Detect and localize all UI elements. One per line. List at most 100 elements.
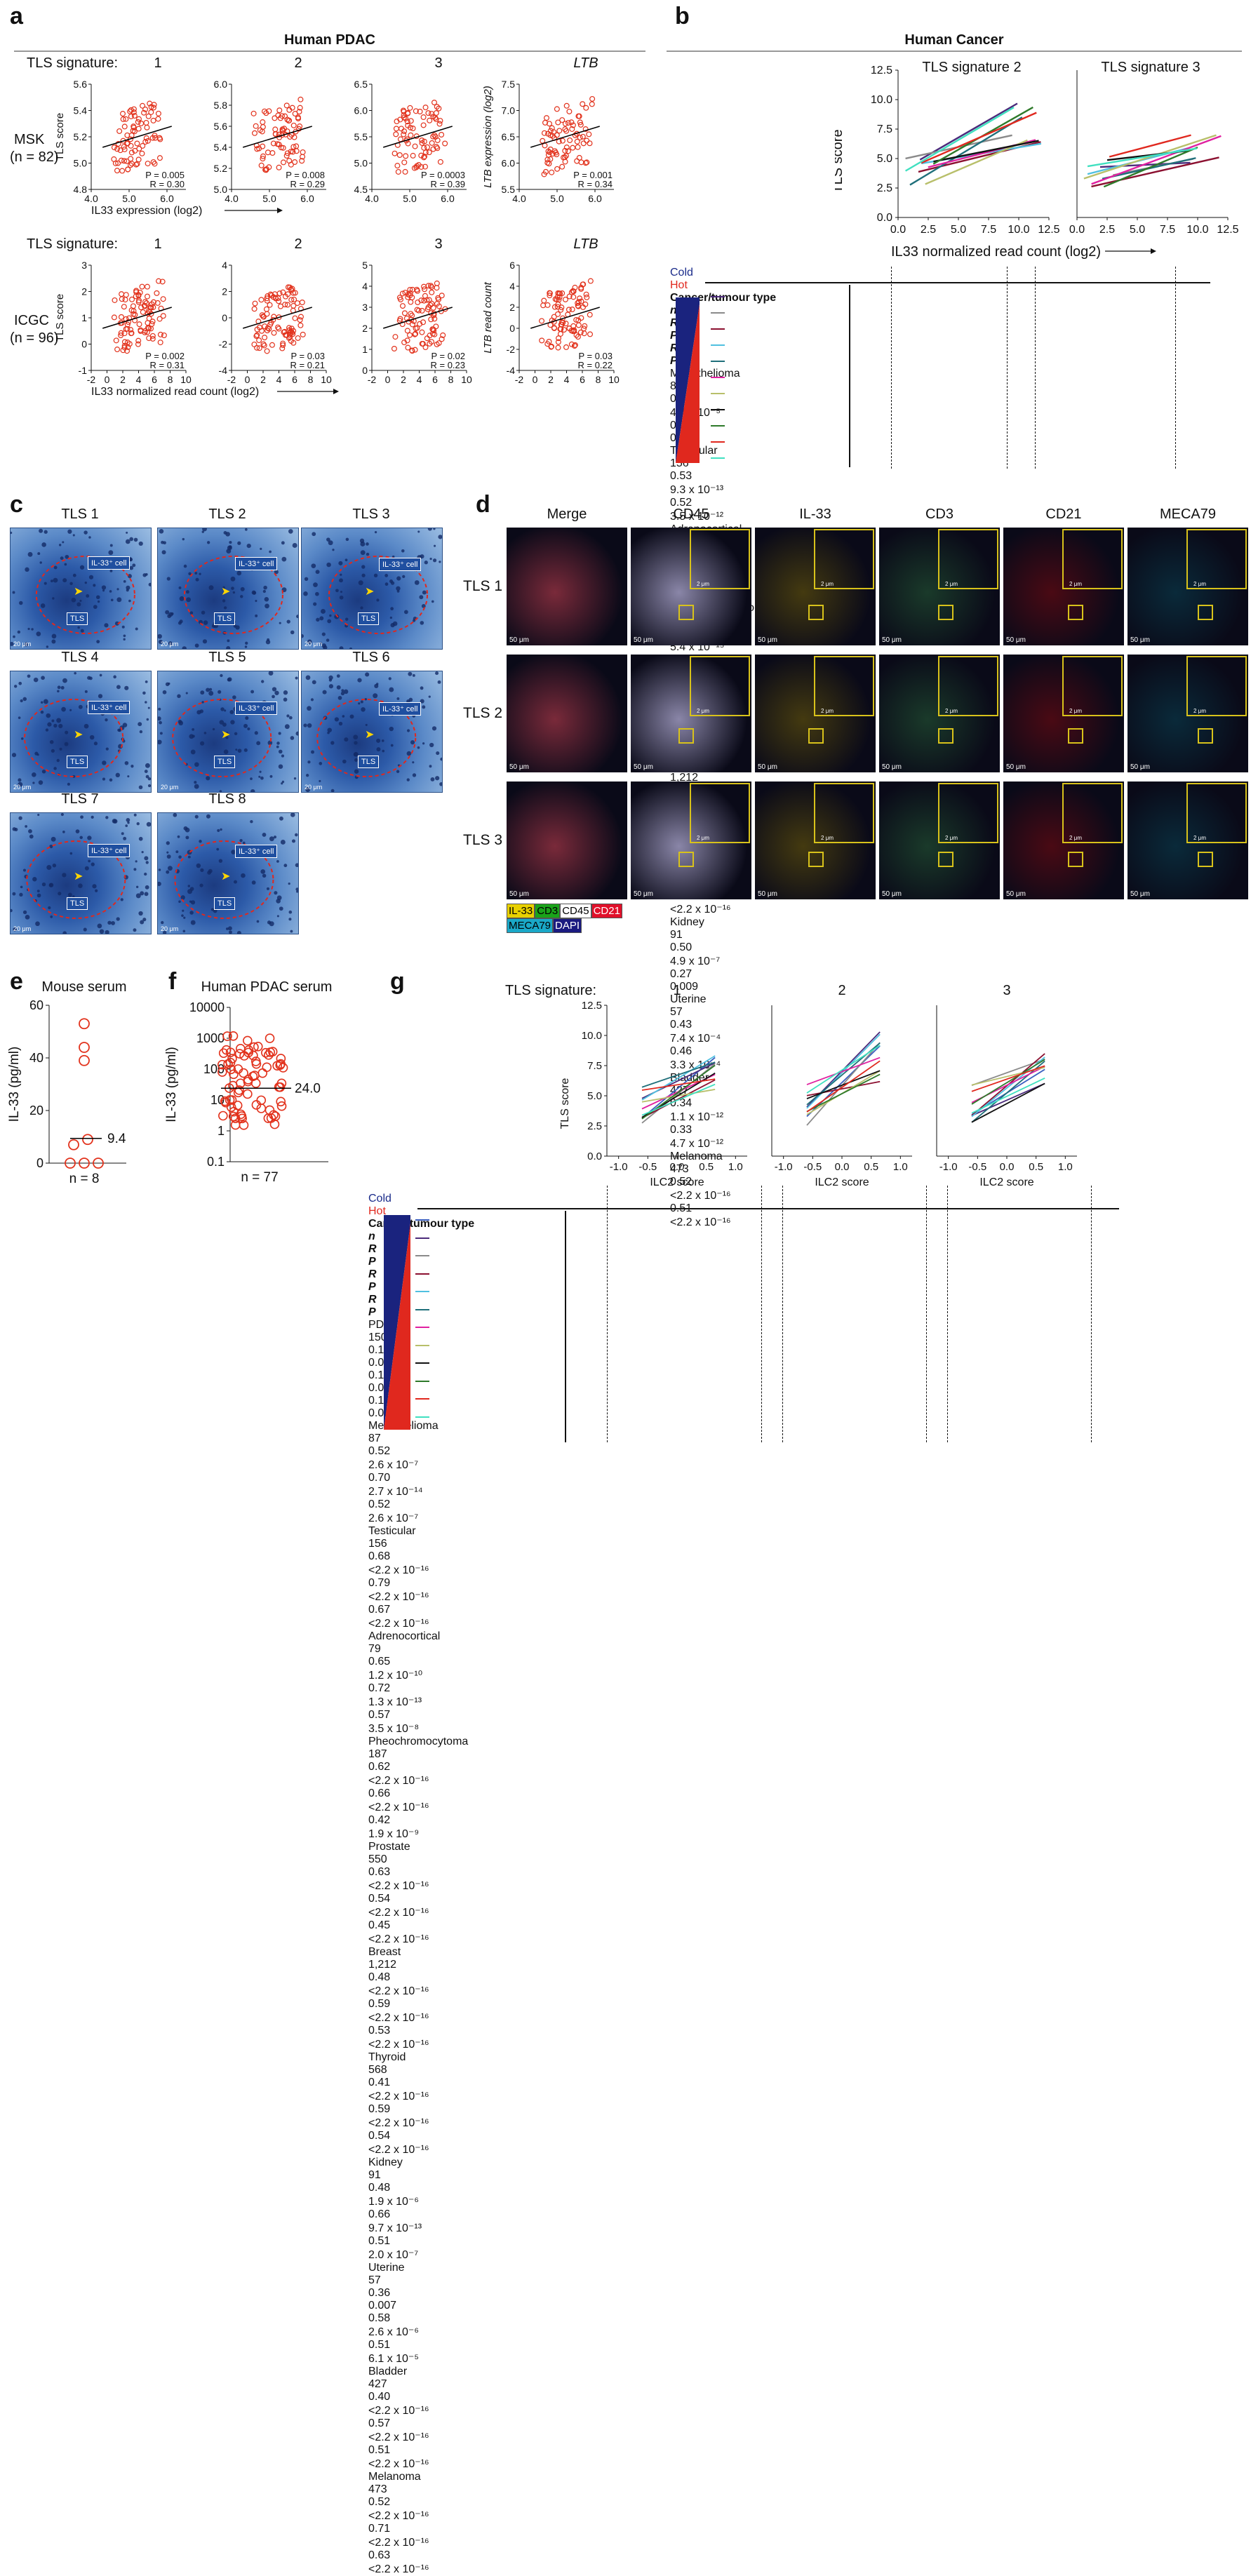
cell-nucleus: [53, 565, 58, 570]
cell-nucleus: [192, 728, 194, 731]
data-point: [276, 326, 282, 332]
cell-nucleus: [126, 818, 131, 822]
series-line: [806, 1080, 881, 1096]
data-point: [405, 110, 411, 116]
cell-nucleus: [414, 580, 420, 585]
x-tick-label: -2: [515, 374, 524, 385]
fluorescence-image: 2 μm 50 μm: [755, 655, 876, 772]
panel-c-histology: TLS 1 IL-33⁺ cell ➤ TLS 20 μm TLS 2 IL-33⁺ cel…: [10, 507, 443, 934]
r-value: 0.45: [368, 1919, 391, 1931]
cell-nucleus: [57, 685, 61, 690]
cell-nucleus: [427, 528, 432, 531]
x-tick-label: 8: [448, 374, 454, 385]
y-tick-label: 5.6: [74, 79, 88, 90]
cell-nucleus: [105, 747, 109, 751]
zoom-region-box: [1068, 605, 1083, 620]
inset-scale-label: 2 μm: [821, 708, 834, 714]
x-tick-label: 0.0: [1069, 224, 1085, 236]
data-point: [575, 299, 582, 305]
data-point: [587, 140, 593, 147]
table-dashed-divider: [761, 1186, 762, 1442]
series-line: [806, 1045, 881, 1094]
cell-nucleus: [283, 690, 288, 695]
cell-nucleus: [136, 822, 140, 826]
series-swatch: [711, 344, 725, 346]
x-tick-label: 1.0: [1058, 1161, 1073, 1173]
scale-bar-label: 50 μm: [1130, 763, 1150, 771]
y-tick-label: 10.0: [582, 1030, 602, 1042]
data-point: [281, 328, 288, 335]
p-value: P = 0.008: [286, 170, 325, 180]
cell-nucleus: [316, 617, 320, 622]
series-swatch: [711, 425, 725, 427]
data-point: [269, 342, 275, 348]
cell-nucleus: [273, 836, 277, 839]
data-point: [258, 297, 265, 303]
data-point: [583, 291, 589, 297]
cell-nucleus: [258, 775, 261, 778]
data-point: [142, 106, 149, 112]
cell-nucleus: [27, 551, 33, 557]
cell-nucleus: [412, 773, 417, 777]
cell-nucleus: [47, 722, 52, 727]
p-value: <2.2 x 10⁻¹⁶: [368, 1880, 429, 1892]
data-point: [131, 106, 137, 112]
r-value: 0.18: [368, 1369, 391, 1381]
cell-nucleus: [220, 828, 222, 831]
cell-nucleus: [201, 701, 204, 704]
cell-nucleus: [192, 734, 195, 738]
regression-line: [530, 307, 600, 329]
cell-nucleus: [133, 928, 137, 932]
data-point: [256, 145, 262, 152]
data-point: [131, 109, 137, 115]
data-point: [290, 331, 296, 337]
cell-nucleus: [144, 892, 149, 897]
cell-nucleus: [307, 639, 312, 645]
cell-nucleus: [339, 595, 344, 600]
cell-nucleus: [129, 565, 134, 570]
column-title: 3: [434, 236, 442, 252]
cell-nucleus: [187, 855, 191, 859]
data-point: [135, 299, 142, 305]
cell-nucleus: [52, 863, 57, 868]
scale-bar-label: 20 μm: [13, 640, 32, 648]
series-line: [909, 116, 1023, 186]
cell-nucleus: [209, 687, 213, 691]
cohort-n: (n = 82): [10, 149, 58, 165]
cell-nucleus: [135, 627, 138, 631]
cell-nucleus: [140, 920, 145, 925]
data-point: [256, 337, 262, 344]
data-point: [299, 300, 305, 306]
data-point: [575, 322, 582, 328]
cell-nucleus: [403, 610, 408, 615]
data-point: [145, 161, 151, 167]
cell-nucleus: [200, 690, 205, 695]
cell-nucleus: [56, 758, 60, 763]
cell-nucleus: [327, 619, 332, 624]
series-swatch: [415, 1380, 429, 1382]
data-point: [118, 330, 124, 336]
data-point: [150, 304, 156, 311]
data-point: [558, 304, 565, 311]
panel-label-g: g: [390, 968, 405, 995]
data-point: [161, 332, 167, 338]
scale-bar-label: 50 μm: [509, 636, 529, 644]
cell-nucleus: [48, 883, 53, 887]
cell-nucleus: [260, 776, 264, 780]
p-value: <2.2 x 10⁻¹⁶: [368, 2431, 429, 2443]
y-tick-label: 6.0: [214, 79, 228, 90]
data-point: [577, 329, 584, 335]
cell-nucleus: [25, 825, 28, 828]
data-point: [280, 289, 286, 295]
data-point: [439, 293, 445, 299]
inset-scale-label: 2 μm: [1069, 835, 1082, 841]
cell-nucleus: [19, 601, 23, 605]
data-point: [544, 341, 551, 347]
data-point: [422, 293, 428, 299]
data-point: [160, 296, 166, 302]
cell-nucleus: [374, 530, 377, 534]
r-value: 0.66: [368, 2208, 391, 2220]
data-point: [142, 329, 148, 335]
cell-nucleus: [159, 732, 163, 735]
cell-nucleus: [87, 836, 92, 840]
